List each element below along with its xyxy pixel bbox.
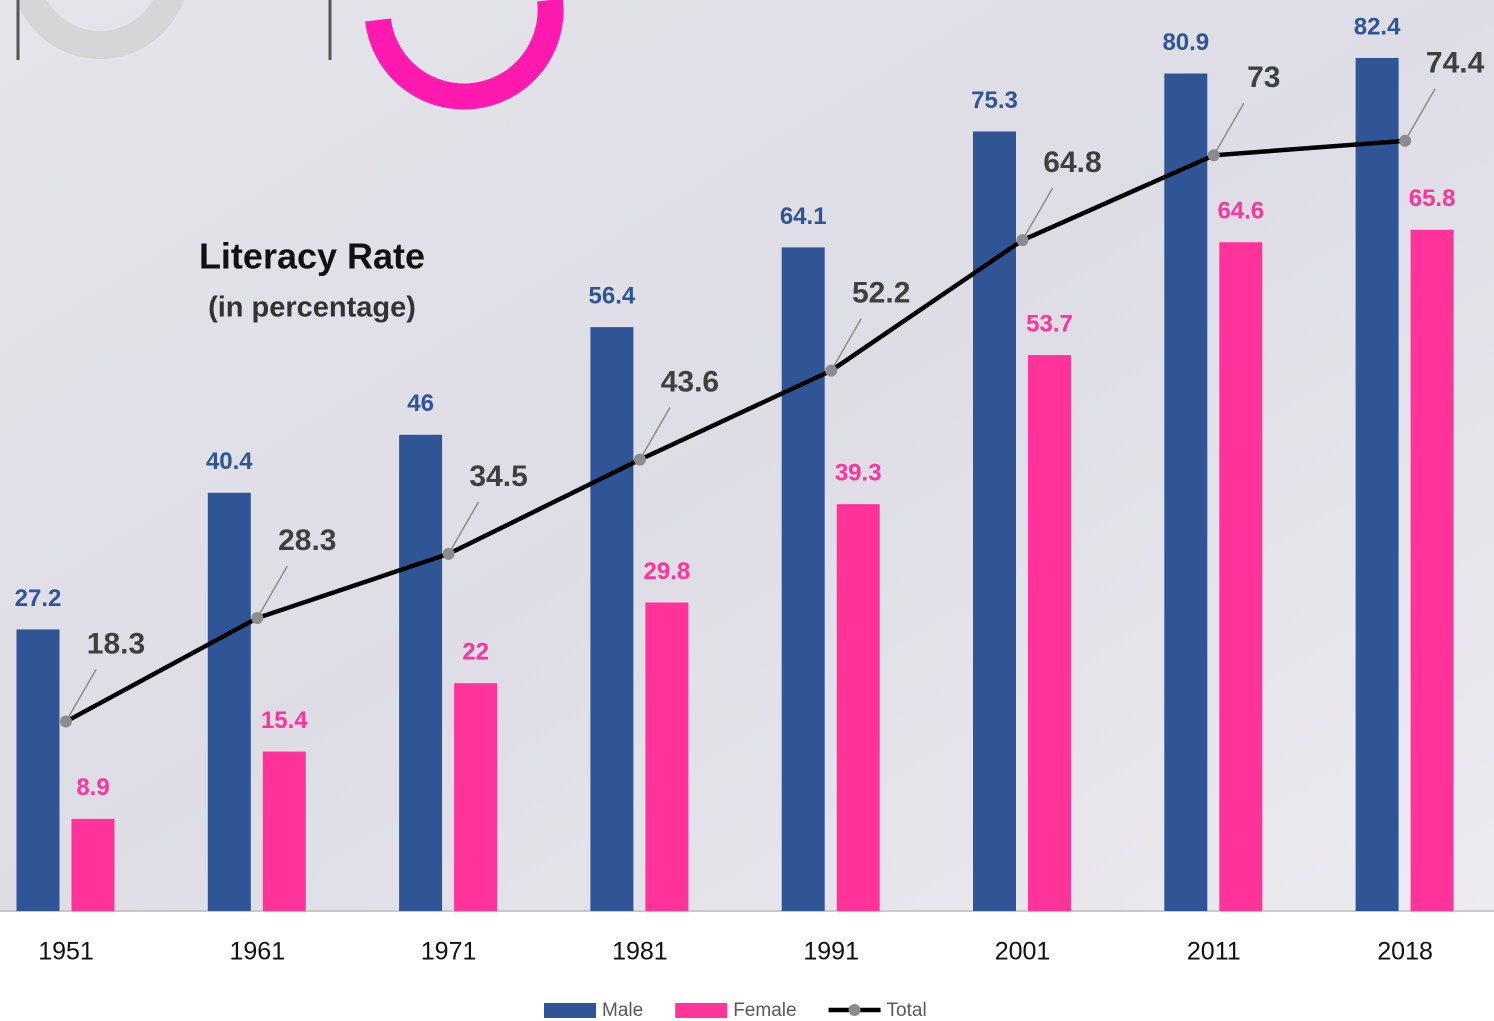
data-label: 27.2 [15,585,62,612]
point [1208,149,1220,161]
data-label: 28.3 [278,524,336,557]
x-tick-label: 1951 [38,938,94,966]
bar [645,603,688,911]
legend-label: Male [602,1000,643,1021]
data-label: 46 [407,390,434,417]
data-label: 34.5 [469,460,527,493]
chart-subtitle: (in percentage) [208,292,416,324]
bar [837,504,880,911]
data-label: 29.8 [644,558,691,585]
chart-title: Literacy Rate [199,236,425,277]
legend-label: Female [733,1000,796,1021]
data-label: 64.6 [1217,198,1264,225]
legend-swatch [849,1004,861,1016]
data-label: 40.4 [206,448,253,475]
x-tick-label: 2018 [1377,938,1433,966]
data-label: 52.2 [852,277,910,310]
x-tick-label: 1981 [612,938,668,966]
x-tick-label: 1961 [229,938,285,966]
data-label: 43.6 [661,366,719,399]
data-label: 53.7 [1026,310,1073,337]
bar [1164,74,1207,911]
data-label: 74.4 [1426,47,1485,80]
data-label: 22 [462,639,489,666]
bar [1219,242,1262,911]
point [443,548,455,560]
bar [17,629,60,911]
bar [1028,355,1071,911]
point [60,716,72,728]
data-label: 18.3 [87,627,145,660]
bar [72,819,115,911]
bar [1411,230,1454,911]
data-label: 73 [1247,61,1280,94]
bar [1356,58,1399,911]
data-label: 64.1 [780,203,827,230]
data-label: 80.9 [1162,29,1209,56]
bar [782,247,825,911]
point [1399,135,1411,147]
data-label: 39.3 [835,459,882,486]
bar [590,327,633,911]
bar [208,493,251,911]
x-tick-label: 2001 [995,938,1051,966]
data-label: 56.4 [589,282,636,309]
legend-swatch [675,1003,727,1018]
point [1017,234,1029,246]
legend-label: Total [887,1000,927,1021]
bar [454,683,497,911]
x-tick-label: 1971 [421,938,477,966]
data-label: 8.9 [76,774,109,801]
bar [399,435,442,911]
legend-swatch [544,1003,596,1018]
point [825,365,837,377]
data-label: 64.8 [1043,146,1101,179]
point [251,612,263,624]
data-label: 75.3 [971,87,1018,114]
data-label: 82.4 [1354,13,1401,40]
chart: Literacy Rate (in percentage) 1951 1961 19… [0,0,1494,1021]
data-label: 65.8 [1409,185,1456,212]
x-tick-label: 2011 [1187,938,1241,966]
data-label: 15.4 [261,707,308,734]
x-tick-label: 1991 [803,938,859,966]
bar [263,752,306,911]
point [634,454,646,466]
